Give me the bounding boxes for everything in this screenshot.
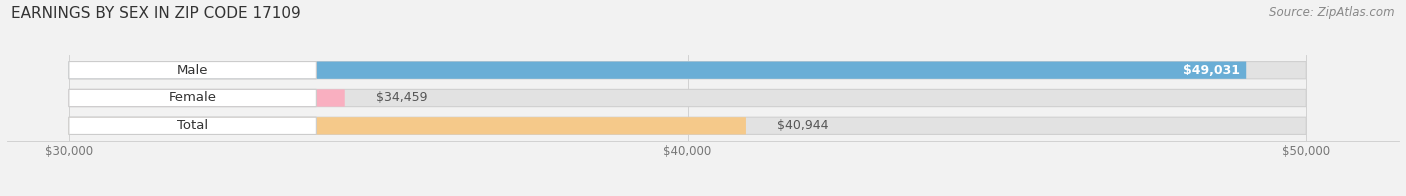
Text: Male: Male [177,64,208,77]
FancyBboxPatch shape [69,62,316,79]
Text: EARNINGS BY SEX IN ZIP CODE 17109: EARNINGS BY SEX IN ZIP CODE 17109 [11,6,301,21]
Text: Total: Total [177,119,208,132]
FancyBboxPatch shape [69,89,316,107]
Text: Female: Female [169,92,217,104]
FancyBboxPatch shape [69,62,1246,79]
FancyBboxPatch shape [69,117,1306,134]
Text: $40,944: $40,944 [778,119,828,132]
Text: $34,459: $34,459 [375,92,427,104]
FancyBboxPatch shape [69,117,316,134]
FancyBboxPatch shape [69,62,1306,79]
FancyBboxPatch shape [69,89,1306,107]
FancyBboxPatch shape [69,89,344,107]
Text: Source: ZipAtlas.com: Source: ZipAtlas.com [1270,6,1395,19]
FancyBboxPatch shape [69,117,747,134]
Text: $49,031: $49,031 [1184,64,1240,77]
